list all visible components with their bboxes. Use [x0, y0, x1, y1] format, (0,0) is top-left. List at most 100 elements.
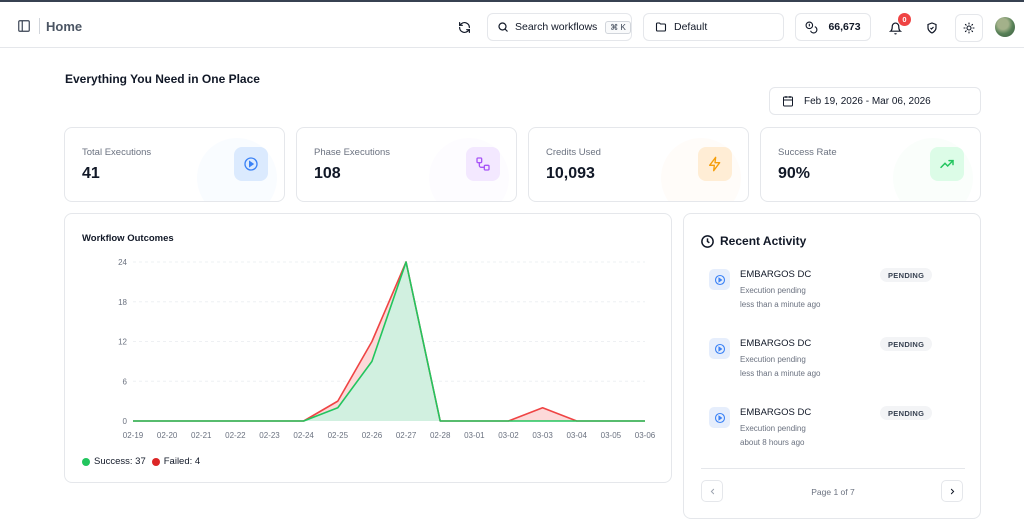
date-range-label: Feb 19, 2026 - Mar 06, 2026 — [804, 95, 931, 107]
sun-icon — [963, 22, 975, 34]
workflow-outcomes-chart: 0 6 12 18 24 02-19 02-20 02-21 02-22 02-23 02-24 02… — [118, 258, 656, 440]
top-header: Home Search workflows ⌘ K Default 66,673… — [0, 2, 1024, 48]
notifications-button[interactable] — [885, 18, 905, 38]
status-badge: PENDING — [880, 337, 933, 351]
activity-description: Execution pending — [740, 286, 806, 295]
y-tick-label: 18 — [118, 298, 127, 307]
clock-icon — [701, 235, 714, 248]
x-tick-label: 02-25 — [328, 431, 349, 440]
shield-check-icon — [927, 22, 937, 34]
stat-value: 108 — [314, 165, 341, 182]
recent-activity-title: Recent Activity — [720, 234, 807, 248]
workflow-outcomes-chart-card: Workflow Outcomes 0 6 12 18 24 02-19 02-20 02-2… — [64, 213, 672, 483]
lightning-icon — [698, 147, 732, 181]
sidebar-icon — [18, 20, 30, 32]
bell-icon — [888, 22, 902, 35]
y-tick-label: 12 — [118, 338, 127, 347]
chart-title: Workflow Outcomes — [82, 233, 174, 244]
calendar-icon — [783, 96, 793, 107]
y-tick-label: 24 — [118, 258, 127, 267]
x-tick-label: 02-21 — [191, 431, 212, 440]
activity-description: Execution pending — [740, 424, 806, 433]
x-tick-label: 02-27 — [396, 431, 417, 440]
theme-toggle-button[interactable] — [955, 14, 983, 42]
play-circle-icon — [709, 338, 730, 359]
credits-value: 66,673 — [828, 21, 861, 33]
activity-time: about 8 hours ago — [740, 438, 805, 447]
activity-workflow-name: EMBARGOS DC — [740, 407, 812, 418]
coins-icon — [805, 21, 818, 33]
stat-card-credits-used: Credits Used 10,093 — [528, 127, 749, 202]
trending-up-icon — [930, 147, 964, 181]
success-dot-icon — [82, 457, 90, 466]
stat-card-phase-executions: Phase Executions 108 — [296, 127, 517, 202]
stat-value: 90% — [778, 165, 811, 182]
search-icon — [498, 22, 508, 32]
status-badge: PENDING — [880, 406, 933, 420]
play-circle-icon — [709, 407, 730, 428]
window-top-border — [0, 0, 1024, 2]
x-tick-label: 03-04 — [566, 431, 587, 440]
activity-workflow-name: EMBARGOS DC — [740, 338, 812, 349]
legend-success: Success: 37 — [82, 456, 146, 467]
dashboard-heading: Everything You Need in One Place — [65, 72, 260, 86]
play-circle-icon — [234, 147, 268, 181]
user-avatar[interactable] — [995, 17, 1015, 37]
activity-description: Execution pending — [740, 355, 806, 364]
stat-label: Total Executions — [82, 147, 152, 158]
notification-count-badge: 0 — [898, 13, 911, 26]
status-badge: PENDING — [880, 268, 933, 282]
x-tick-label: 02-24 — [293, 431, 314, 440]
workflow-icon — [466, 147, 500, 181]
activity-item[interactable]: EMBARGOS DC PENDING Execution pending le… — [709, 266, 959, 320]
activity-time: less than a minute ago — [740, 369, 821, 378]
date-range-picker[interactable]: Feb 19, 2026 - Mar 06, 2026 — [769, 87, 981, 115]
stat-card-success-rate: Success Rate 90% — [760, 127, 981, 202]
x-tick-label: 03-06 — [635, 431, 656, 440]
search-workflows-button[interactable]: Search workflows ⌘ K — [487, 13, 632, 41]
refresh-button[interactable] — [455, 18, 473, 36]
activity-divider — [701, 468, 965, 469]
security-button[interactable] — [922, 18, 942, 38]
search-label: Search workflows — [515, 21, 598, 33]
legend-failed: Failed: 4 — [151, 456, 201, 467]
x-tick-label: 02-22 — [225, 431, 246, 440]
stat-value: 10,093 — [546, 165, 595, 182]
stat-label: Phase Executions — [314, 147, 391, 158]
activity-item[interactable]: EMBARGOS DC PENDING Execution pending ab… — [709, 404, 959, 458]
x-tick-label: 02-23 — [259, 431, 280, 440]
workspace-label: Default — [674, 21, 708, 33]
activity-time: less than a minute ago — [740, 300, 821, 309]
header-divider — [39, 18, 40, 34]
legend-failed-label: Failed: 4 — [163, 456, 201, 467]
stat-value: 41 — [82, 165, 100, 182]
credits-button[interactable]: 66,673 — [795, 13, 871, 41]
x-tick-label: 03-01 — [464, 431, 485, 440]
x-tick-label: 03-03 — [532, 431, 553, 440]
x-tick-label: 03-05 — [601, 431, 622, 440]
prev-page-button[interactable] — [701, 480, 723, 502]
x-tick-label: 02-20 — [157, 431, 178, 440]
x-tick-label: 03-02 — [498, 431, 519, 440]
series-area-success — [133, 262, 645, 421]
stat-label: Credits Used — [546, 147, 601, 158]
legend-success-label: Success: 37 — [94, 456, 146, 467]
page-title: Home — [46, 19, 83, 34]
pagination-label: Page 1 of 7 — [811, 487, 855, 497]
recent-activity-card: Recent Activity EMBARGOS DC PENDING Exec… — [683, 213, 981, 519]
search-shortcut: ⌘ K — [605, 20, 631, 34]
x-tick-label: 02-28 — [430, 431, 451, 440]
chart-legend: Success: 37 Failed: 4 — [82, 456, 200, 467]
y-tick-label: 6 — [123, 377, 128, 386]
sidebar-toggle-button[interactable] — [14, 16, 34, 36]
stat-card-total-executions: Total Executions 41 — [64, 127, 285, 202]
folder-icon — [655, 22, 667, 32]
chevron-left-icon — [710, 488, 714, 494]
y-tick-label: 0 — [123, 417, 128, 426]
workspace-selector[interactable]: Default — [643, 13, 784, 41]
activity-item[interactable]: EMBARGOS DC PENDING Execution pending le… — [709, 335, 959, 389]
refresh-icon — [458, 21, 470, 33]
play-circle-icon — [709, 269, 730, 290]
next-page-button[interactable] — [941, 480, 963, 502]
stat-label: Success Rate — [778, 147, 837, 158]
